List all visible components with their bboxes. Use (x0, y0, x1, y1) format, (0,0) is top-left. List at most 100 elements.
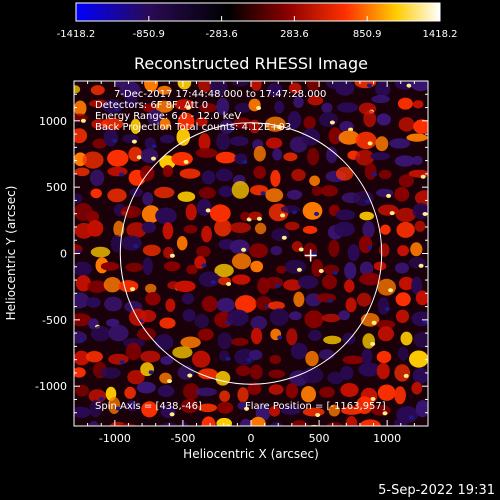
heatmap-blob (303, 116, 316, 130)
heatmap-blob (412, 367, 428, 384)
heatmap-blob (172, 346, 193, 359)
heatmap-blob (247, 382, 262, 395)
heatmap-blob (160, 355, 174, 365)
heatmap-blob (394, 418, 408, 426)
heatmap-core (367, 141, 373, 146)
heatmap-blob (215, 168, 233, 182)
heatmap-blob (145, 292, 161, 306)
flare-marker (304, 249, 317, 262)
heatmap-core (296, 267, 302, 272)
colorbar-tick-label: -1418.2 (57, 29, 96, 40)
heatmap-blob (364, 163, 377, 180)
heatmap-core (112, 138, 118, 143)
heatmap-blob (136, 381, 156, 394)
heatmap-blob (110, 234, 123, 253)
y-tick-label: 500 (46, 181, 67, 194)
heatmap-blob (397, 245, 409, 257)
heatmap-blob (413, 119, 428, 134)
heatmap-blob (302, 225, 318, 234)
heatmap-blob (373, 261, 387, 271)
heatmap-blob (340, 383, 359, 397)
annotation-time-range: 7-Dec-2017 17:44:48.000 to 17:47:28.000 (114, 89, 326, 100)
heatmap-blob (107, 188, 127, 203)
heatmap-core (98, 397, 104, 401)
heatmap-blob (377, 326, 394, 342)
heatmap-core (386, 193, 392, 198)
heatmap-blob (336, 102, 359, 113)
heatmap-blob (89, 169, 105, 187)
y-tick-label: -1000 (35, 380, 67, 393)
heatmap-blob (183, 224, 198, 234)
y-tick-label: 0 (60, 248, 67, 261)
heatmap-blob (342, 355, 365, 365)
heatmap-blob (293, 96, 304, 108)
heatmap-blob (217, 332, 232, 350)
heatmap-blob (214, 219, 232, 237)
heatmap-blob (413, 424, 423, 426)
heatmap-blob (155, 100, 174, 113)
annotation-detectors: Detectors: 6F 8F, Att 0 (95, 100, 208, 111)
heatmap-blob (377, 278, 396, 296)
axis-ticks (74, 81, 428, 426)
heatmap-blob (157, 385, 175, 398)
x-tick-label: -1000 (99, 432, 131, 445)
heatmap-blob (320, 185, 338, 197)
heatmap-blob (308, 329, 322, 341)
heatmap-blob (283, 279, 302, 291)
y-tick-label: -500 (42, 314, 67, 327)
heatmap-core (365, 199, 371, 204)
heatmap-core (418, 263, 424, 268)
heatmap-blob (264, 276, 284, 289)
heatmap-core (314, 211, 319, 216)
heatmap-blob (269, 421, 283, 426)
heatmap-blob (286, 328, 298, 346)
heatmap-core (408, 415, 414, 420)
heatmap-blob (218, 185, 234, 198)
heatmap-blob (74, 100, 87, 117)
heatmap-blob (74, 193, 83, 204)
heatmap-blob (235, 365, 251, 377)
heatmap-area (74, 81, 428, 426)
x-tick-label: 1000 (373, 432, 401, 445)
heatmap-blob (376, 350, 392, 364)
heatmap-blob (394, 81, 416, 90)
heatmap-blob (74, 167, 90, 177)
heatmap-blob (359, 419, 381, 426)
heatmap-blob (192, 350, 211, 368)
heatmap-blob (74, 128, 88, 144)
heatmap-blob (396, 221, 415, 238)
heatmap-blob (89, 399, 102, 418)
heatmap-blob (280, 205, 300, 214)
heatmap-blob (196, 245, 211, 258)
heatmap-blob (157, 85, 172, 95)
heatmap-blob (309, 175, 320, 187)
y-tick-labels: -1000 -500 0 500 1000 (35, 115, 67, 393)
heatmap-blob (291, 169, 306, 181)
heatmap-blob (149, 425, 158, 426)
heatmap-blob (362, 333, 376, 349)
heatmap-blob (321, 313, 341, 323)
heatmap-blob (209, 204, 231, 223)
heatmap-blob (389, 138, 411, 149)
heatmap-blob (181, 293, 195, 305)
heatmap-core (228, 127, 234, 132)
heatmap-blob (126, 222, 147, 239)
heatmap-blob (120, 205, 142, 218)
heatmap-blob (371, 95, 390, 104)
heatmap-blob (250, 260, 264, 273)
heatmap-core (151, 156, 156, 161)
heatmap-blob (377, 297, 390, 315)
colorbar-tick-label: 283.6 (280, 29, 309, 40)
heatmap-blob (92, 138, 107, 149)
heatmap-blob (290, 420, 309, 426)
heatmap-core (281, 235, 287, 240)
colorbar-tick-label: -850.9 (133, 29, 165, 40)
heatmap-core (115, 406, 121, 411)
heatmap-blob (217, 401, 234, 414)
heatmap-core (422, 319, 428, 324)
heatmap-blob (377, 384, 396, 401)
heatmap-blob (318, 349, 335, 360)
heatmap-blob (359, 272, 382, 286)
heatmap-blob (139, 309, 157, 323)
